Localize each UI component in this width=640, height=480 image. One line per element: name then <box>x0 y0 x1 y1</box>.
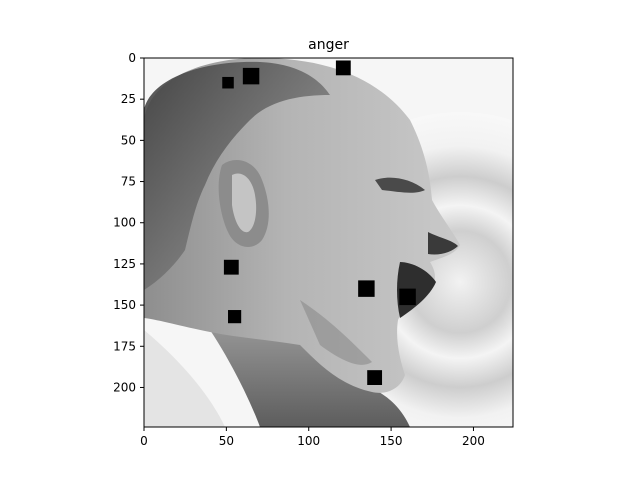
y-tick-label: 100 <box>113 216 136 230</box>
x-tick-label: 200 <box>462 434 485 448</box>
photo-image <box>144 58 513 427</box>
occlusion-patch <box>367 370 383 385</box>
occlusion-patch <box>399 288 416 306</box>
x-tick-label: 0 <box>140 434 148 448</box>
x-tick-label: 100 <box>297 434 320 448</box>
x-tick-label: 150 <box>380 434 403 448</box>
x-axis: 0 50 100 150 200 <box>140 427 485 448</box>
y-axis: 0 25 50 75 100 125 150 175 200 <box>113 51 144 394</box>
occlusion-patch <box>222 76 234 89</box>
y-tick-label: 175 <box>113 339 136 353</box>
occlusion-patch <box>223 259 239 275</box>
occlusion-patch <box>335 60 351 76</box>
y-tick-label: 75 <box>121 175 136 189</box>
y-tick-label: 0 <box>128 51 136 65</box>
y-tick-label: 125 <box>113 257 136 271</box>
occlusion-patches <box>222 60 416 385</box>
x-tick-label: 50 <box>219 434 234 448</box>
occlusion-patch <box>358 280 375 297</box>
occlusion-patch <box>228 310 242 324</box>
y-tick-label: 25 <box>121 92 136 106</box>
chart-title: anger <box>308 37 349 53</box>
y-tick-label: 150 <box>113 298 136 312</box>
occlusion-patch <box>242 67 260 85</box>
y-tick-label: 50 <box>121 133 136 147</box>
y-tick-label: 200 <box>113 380 136 394</box>
axes-frame <box>143 57 514 428</box>
